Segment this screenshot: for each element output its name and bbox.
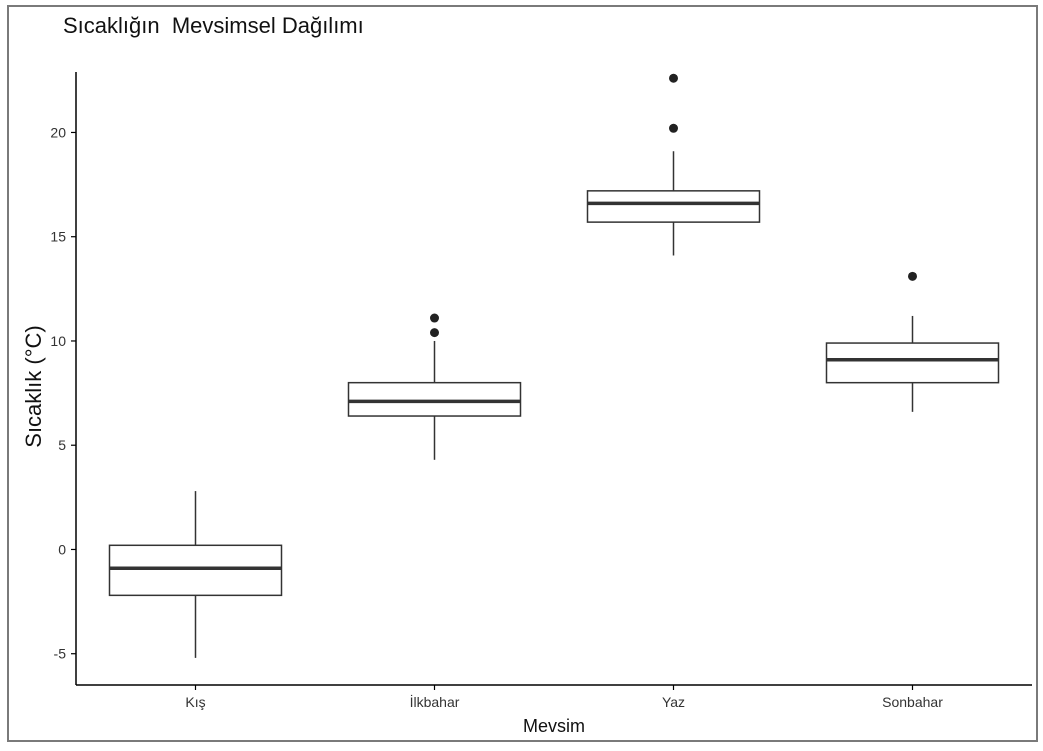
x-axis-title: Mevsim xyxy=(523,716,585,736)
box-group xyxy=(108,491,283,658)
y-tick-label: 10 xyxy=(50,333,66,349)
y-tick-label: 0 xyxy=(58,541,66,557)
outlier-point xyxy=(430,328,439,338)
box-iqr xyxy=(347,381,522,417)
box-iqr xyxy=(586,190,761,223)
y-axis-ticks: -5 0 5 10 15 20 xyxy=(50,124,76,662)
outlier-point xyxy=(430,313,439,323)
x-tick-label: İlkbahar xyxy=(410,693,460,710)
outlier-point xyxy=(908,271,917,281)
outlier-point xyxy=(669,123,678,133)
box-group xyxy=(347,313,522,460)
y-tick-label: 20 xyxy=(50,124,66,140)
x-tick-label: Yaz xyxy=(662,694,685,710)
chart-title: Sıcaklığın Mevsimsel Dağılımı xyxy=(63,13,364,38)
x-tick-label: Sonbahar xyxy=(882,694,943,710)
box-group xyxy=(586,73,761,256)
x-axis-ticks: Kış İlkbahar Yaz Sonbahar xyxy=(185,685,943,710)
x-tick-label: Kış xyxy=(185,694,205,710)
boxplot-series xyxy=(108,73,1000,658)
box-iqr xyxy=(108,544,283,597)
box-iqr xyxy=(825,342,1000,384)
y-tick-label: -5 xyxy=(54,646,67,662)
y-tick-label: 5 xyxy=(58,437,66,453)
box-group xyxy=(825,271,1000,412)
y-axis-title: Sıcaklık (°C) xyxy=(21,325,46,447)
y-tick-label: 15 xyxy=(50,229,66,245)
outlier-point xyxy=(669,73,678,83)
